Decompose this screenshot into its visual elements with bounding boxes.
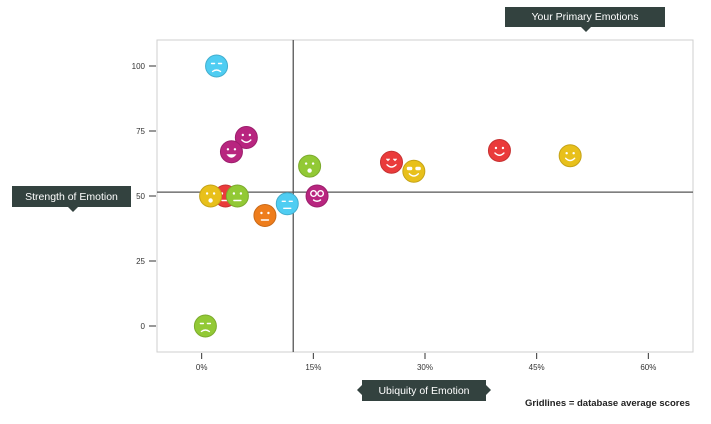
- emotion-point-circle: [193, 314, 217, 338]
- x-tick-label: 45%: [529, 363, 545, 372]
- x-tick-label: 0%: [196, 363, 208, 372]
- x-tick-label: 60%: [640, 363, 656, 372]
- mouth: [494, 152, 505, 156]
- eye-right: [501, 146, 505, 150]
- eye-right: [233, 148, 237, 151]
- mouth: [208, 198, 213, 203]
- mouth: [312, 199, 322, 202]
- eye-right: [311, 162, 315, 165]
- x-axis: 0% 15% 30% 45% 60%: [196, 353, 656, 372]
- eye-right: [239, 192, 243, 195]
- emotion-point-circle: [205, 54, 229, 78]
- emotion-points: [193, 54, 582, 338]
- emotion-point: [558, 144, 582, 168]
- emotion-point-circle: [402, 159, 426, 183]
- eye-left: [260, 211, 263, 215]
- emotion-point: [205, 54, 229, 78]
- emotion-point: [487, 139, 511, 162]
- emotion-point: [225, 184, 249, 208]
- emotion-point-circle: [219, 140, 243, 164]
- glasses-right: [317, 189, 325, 197]
- emotion-point: [402, 159, 426, 183]
- y-tick-label: 100: [132, 62, 146, 71]
- y-axis-label-tag: Strength of Emotion: [12, 186, 131, 212]
- emotion-point-circle: [234, 126, 258, 149]
- emotion-point: [380, 150, 403, 174]
- y-tick-label: 75: [136, 127, 145, 136]
- emotion-point-circle: [558, 144, 582, 168]
- eye-left: [304, 162, 308, 165]
- mouth: [408, 173, 420, 177]
- y-tick-label: 0: [141, 322, 146, 331]
- mouth: [226, 154, 237, 158]
- eye-right: [212, 192, 216, 195]
- eye-left: [494, 146, 498, 150]
- eye-left: [565, 152, 568, 155]
- emotion-point: [219, 140, 243, 164]
- emotion-point: [193, 314, 217, 338]
- eye-left: [205, 192, 209, 195]
- gridlines-footnote: Gridlines = database average scores: [525, 398, 691, 409]
- heart-eye-left: [386, 158, 390, 162]
- y-axis: 0 25 50 75 100: [132, 62, 156, 331]
- y-tick-label: 25: [136, 257, 145, 266]
- y-tick-label: 50: [136, 192, 145, 201]
- heart-eye-right: [393, 158, 397, 162]
- emotion-point: [305, 184, 329, 208]
- emotion-point-circle: [199, 184, 223, 208]
- mouth: [386, 164, 397, 168]
- emotion-point-circle: [253, 204, 277, 227]
- sunglasses-left: [406, 166, 413, 171]
- eye-right: [267, 211, 270, 215]
- emotion-point: [275, 192, 299, 216]
- mouth: [200, 329, 211, 333]
- emotion-point: [199, 184, 223, 208]
- sunglasses-right: [415, 166, 421, 171]
- glasses-left: [310, 189, 318, 197]
- emotion-point-circle: [275, 192, 299, 216]
- emotion-point: [253, 204, 277, 227]
- eye-left: [232, 192, 236, 195]
- eye-left: [241, 133, 245, 137]
- mouth: [307, 168, 312, 173]
- eye-left: [226, 148, 230, 151]
- x-axis-label-tag: Ubiquity of Emotion: [357, 380, 491, 401]
- emotion-point-circle: [487, 139, 511, 162]
- emotion-point-circle: [298, 154, 322, 178]
- chart-title-tag: Your Primary Emotions: [505, 7, 665, 32]
- emotion-point-circle: [305, 184, 329, 208]
- x-tick-label: 30%: [417, 363, 433, 372]
- eye-right: [572, 152, 575, 155]
- plot-frame: [156, 39, 694, 353]
- mouth: [211, 69, 222, 73]
- emotion-point-circle: [225, 184, 249, 208]
- x-tick-label: 15%: [305, 363, 321, 372]
- emotion-point-circle: [380, 150, 403, 174]
- mouth: [241, 139, 252, 143]
- emotion-point: [298, 154, 322, 178]
- mouth: [564, 157, 576, 162]
- emotion-point: [234, 126, 258, 149]
- eye-right: [248, 133, 252, 137]
